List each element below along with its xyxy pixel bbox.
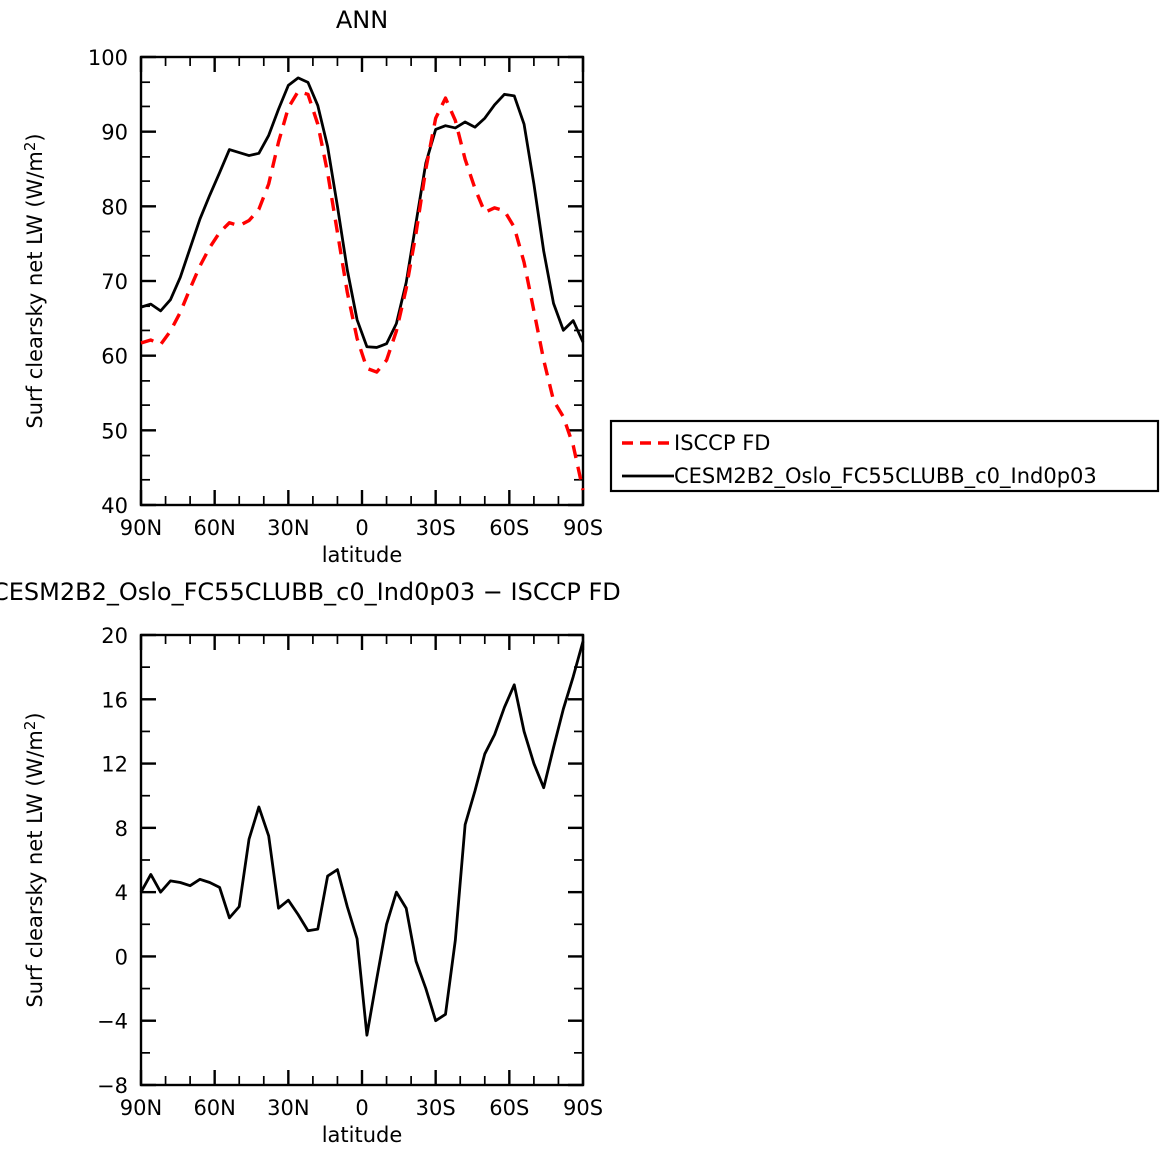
top-panel-ylabel: Surf clearsky net LW (W/m2) [21,133,47,428]
top-ylabel-main: Surf clearsky net LW (W/m [23,151,47,428]
bottom-xtick-label-60N: 60N [193,1096,235,1120]
bottom-panel-ylabel: Surf clearsky net LW (W/m2) [21,712,47,1007]
top-xtick-label-30S: 30S [416,516,456,540]
bottom-ylabel-main: Surf clearsky net LW (W/m [23,730,47,1007]
top-panel-plot-frame [139,55,585,507]
series-line-model-top [140,76,585,349]
legend-svg: ISCCP FD CESM2B2_Oslo_FC55CLUBB_c0_Ind0p… [609,419,1160,493]
top-ytick-label-40: 40 [101,494,128,518]
bottom-ylabel-tail: ) [23,712,47,720]
top-panel-x-axis: 90N 60N 30N 0 30S 60S 90S latitude [120,57,603,567]
svg-text:Surf clearsky net LW (W/m2): Surf clearsky net LW (W/m2) [21,133,47,428]
legend-label-isccp: ISCCP FD [674,431,770,455]
bottom-panel-figure: Surf clearsky net LW (W/m2) [0,610,620,1163]
bottom-ylabel-exponent: 2 [21,721,39,731]
top-xtick-label-60S: 60S [489,516,529,540]
bottom-xtick-label-0: 0 [355,1096,368,1120]
series-line-difference [139,641,585,1037]
top-ytick-label-90: 90 [101,121,128,145]
bottom-xtick-label-60S: 60S [489,1096,529,1120]
bottom-xtick-label-90S: 90S [563,1096,603,1120]
bottom-xtick-label-30N: 30N [267,1096,309,1120]
bottom-ytick-label-0: 0 [115,945,128,969]
top-ylabel-tail: ) [23,133,47,141]
bottom-ytick-label-16: 16 [101,688,128,712]
bottom-ytick-label-8: 8 [115,817,128,841]
bottom-xtick-label-90N: 90N [120,1096,162,1120]
bottom-ytick-label-12: 12 [101,753,128,777]
series-line-obs-top [140,89,585,491]
bottom-panel-title: CESM2B2_Oslo_FC55CLUBB_c0_Ind0p03 − ISCC… [0,578,621,606]
top-panel-y-axis: 100 90 80 70 60 50 40 [88,46,583,518]
top-ytick-label-70: 70 [101,270,128,294]
top-ytick-label-60: 60 [101,345,128,369]
bottom-ytick-label-20: 20 [101,624,128,648]
bottom-ytick-label-neg8: −8 [97,1074,128,1098]
bottom-xtick-label-30S: 30S [416,1096,456,1120]
bottom-panel-y-axis: 20 16 12 8 4 0 −4 −8 [97,624,583,1098]
top-xtick-label-60N: 60N [193,516,235,540]
top-ytick-label-50: 50 [101,419,128,443]
top-ytick-label-80: 80 [101,195,128,219]
bottom-panel-xlabel: latitude [322,1123,403,1147]
bottom-ytick-label-4: 4 [115,881,128,905]
bottom-panel-x-axis: 90N 60N 30N 0 30S 60S 90S latitude [120,635,603,1147]
bottom-panel-svg: Surf clearsky net LW (W/m2) [21,624,603,1147]
top-panel-xlabel: latitude [322,543,403,567]
legend-border [609,419,1160,493]
top-ytick-label-100: 100 [88,46,128,70]
bottom-panel-title-wrap: CESM2B2_Oslo_FC55CLUBB_c0_Ind0p03 − ISCC… [0,578,892,606]
top-xtick-label-90S: 90S [563,516,603,540]
top-xtick-label-30N: 30N [267,516,309,540]
top-panel-svg: ANN Surf clearsky net LW (W/m2) [21,6,603,567]
legend-label-cesm: CESM2B2_Oslo_FC55CLUBB_c0_Ind0p03 [674,464,1097,489]
legend-item-isccp[interactable]: ISCCP FD [622,431,770,455]
top-xtick-label-90N: 90N [120,516,162,540]
bottom-ytick-label-neg4: −4 [97,1010,128,1034]
top-panel-title: ANN [336,6,388,34]
top-ylabel-exponent: 2 [21,142,39,152]
svg-text:Surf clearsky net LW (W/m2): Surf clearsky net LW (W/m2) [21,712,47,1007]
legend-item-cesm[interactable]: CESM2B2_Oslo_FC55CLUBB_c0_Ind0p03 [622,464,1097,489]
legend-panel: ISCCP FD CESM2B2_Oslo_FC55CLUBB_c0_Ind0p… [609,419,1160,493]
top-xtick-label-0: 0 [355,516,368,540]
top-panel-figure: ANN Surf clearsky net LW (W/m2) [0,0,620,600]
